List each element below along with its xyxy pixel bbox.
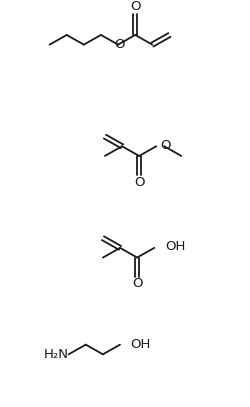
Text: O: O [114, 38, 124, 51]
Text: O: O [130, 0, 140, 13]
Text: OH: OH [130, 338, 150, 351]
Text: O: O [160, 139, 171, 152]
Text: O: O [134, 175, 144, 188]
Text: OH: OH [165, 241, 186, 254]
Text: H₂N: H₂N [44, 348, 69, 361]
Text: O: O [132, 277, 142, 290]
